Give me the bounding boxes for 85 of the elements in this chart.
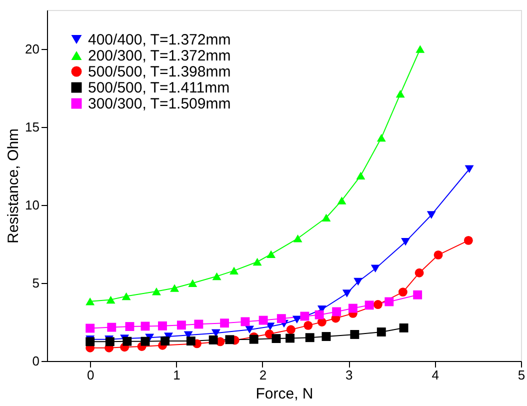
point (140, 322, 150, 331)
point (106, 296, 116, 304)
point (220, 318, 230, 328)
point (272, 334, 281, 344)
point (249, 334, 258, 344)
point (208, 335, 218, 344)
point (86, 337, 95, 346)
point (376, 134, 386, 142)
point (337, 196, 346, 204)
x-axis-title: Force, N (256, 386, 314, 402)
point (125, 322, 134, 331)
point (186, 336, 196, 346)
y-axis-title: Resistance, Ohm (5, 128, 22, 244)
point (86, 324, 95, 333)
y-tick-label: 0 (32, 354, 40, 368)
point (426, 211, 436, 219)
point (286, 325, 296, 334)
point (348, 304, 358, 313)
point (140, 336, 150, 346)
point (464, 165, 474, 173)
point (258, 316, 268, 325)
point (396, 90, 405, 98)
point (170, 284, 180, 292)
point (416, 45, 425, 53)
point (122, 336, 132, 346)
point (300, 312, 310, 321)
point (107, 322, 116, 332)
y-tick-label: 10 (25, 198, 40, 212)
point (350, 330, 360, 339)
point (266, 250, 276, 258)
x-tick-label: 5 (518, 368, 526, 382)
point (305, 333, 314, 342)
point (332, 307, 342, 316)
point (245, 326, 254, 334)
point (364, 300, 374, 310)
point (252, 258, 262, 266)
point (122, 292, 131, 300)
point (86, 298, 95, 306)
point (240, 317, 250, 326)
point (276, 314, 286, 324)
point (322, 214, 331, 222)
point (342, 290, 352, 298)
point (230, 266, 238, 275)
point (322, 332, 331, 341)
legend-label: 400/400, T=1.372mm (88, 32, 231, 48)
point (401, 238, 410, 246)
point (464, 236, 473, 245)
legend-label: 500/500, T=1.411mm (88, 80, 230, 96)
point (398, 288, 408, 297)
x-tick-label: 2 (259, 368, 267, 382)
point (384, 297, 394, 306)
point (376, 328, 386, 336)
point (356, 172, 366, 180)
point (373, 300, 382, 309)
x-tick-label: 3 (346, 368, 353, 382)
point (370, 264, 380, 273)
point (304, 320, 313, 330)
legend-label: 300/300, T=1.509mm (88, 96, 231, 112)
legend-label: 200/300, T=1.372mm (88, 48, 231, 64)
legend-label: 500/500, T=1.398mm (88, 64, 231, 80)
point (194, 320, 204, 329)
y-tick-label: 5 (32, 276, 40, 290)
point (314, 310, 324, 320)
point (176, 320, 186, 330)
point (212, 272, 222, 280)
point (158, 321, 167, 330)
point (225, 335, 234, 344)
point (160, 336, 170, 346)
point (264, 330, 274, 338)
point (188, 279, 198, 288)
point (292, 316, 302, 324)
x-tick-label: 0 (86, 368, 94, 382)
y-tick-label: 20 (25, 42, 40, 56)
point (413, 290, 422, 300)
point (105, 337, 114, 346)
point (354, 278, 363, 286)
point (152, 288, 161, 296)
x-tick-label: 1 (173, 368, 180, 382)
point (434, 250, 443, 260)
x-tick-label: 4 (432, 368, 439, 382)
point (293, 234, 302, 242)
point (399, 323, 408, 332)
y-tick-label: 15 (25, 120, 40, 134)
point (414, 268, 424, 278)
point (286, 334, 295, 343)
